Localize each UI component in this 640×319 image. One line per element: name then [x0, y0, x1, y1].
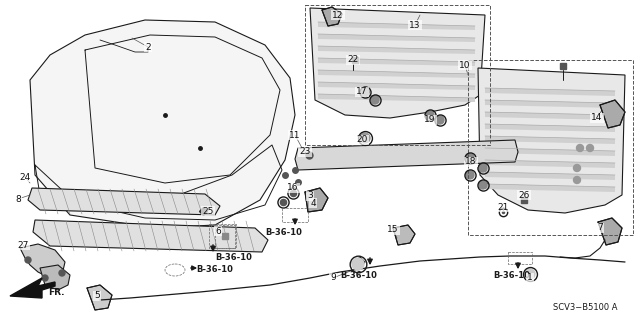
Polygon shape	[318, 70, 475, 78]
Polygon shape	[485, 88, 615, 96]
Polygon shape	[598, 218, 622, 245]
Polygon shape	[318, 58, 475, 66]
Circle shape	[361, 88, 369, 96]
Text: 1: 1	[527, 273, 533, 283]
Text: B-36-10: B-36-10	[493, 271, 530, 280]
Circle shape	[573, 176, 580, 183]
Circle shape	[466, 171, 474, 179]
Polygon shape	[305, 188, 328, 212]
Text: 26: 26	[518, 190, 530, 199]
Text: 7: 7	[597, 224, 603, 233]
Polygon shape	[318, 94, 475, 102]
Circle shape	[426, 111, 434, 119]
Text: 16: 16	[287, 183, 299, 192]
Circle shape	[586, 145, 593, 152]
Polygon shape	[318, 22, 475, 30]
Text: 25: 25	[202, 206, 214, 216]
Circle shape	[479, 164, 487, 172]
Polygon shape	[478, 68, 625, 213]
Polygon shape	[322, 7, 342, 26]
Circle shape	[59, 270, 65, 276]
Polygon shape	[33, 220, 268, 252]
Polygon shape	[295, 140, 518, 170]
Text: 12: 12	[332, 11, 344, 19]
Polygon shape	[485, 124, 615, 132]
Text: 6: 6	[215, 226, 221, 235]
Text: 8: 8	[15, 195, 21, 204]
Circle shape	[466, 154, 474, 162]
Text: SCV3−B5100 A: SCV3−B5100 A	[553, 303, 617, 313]
Circle shape	[577, 145, 584, 152]
Text: 24: 24	[19, 173, 31, 182]
Text: 20: 20	[356, 136, 368, 145]
Polygon shape	[318, 46, 475, 54]
Polygon shape	[485, 136, 615, 144]
Circle shape	[573, 165, 580, 172]
Polygon shape	[28, 188, 220, 215]
Text: 2: 2	[145, 42, 151, 51]
Circle shape	[25, 257, 31, 263]
Polygon shape	[87, 285, 112, 310]
Text: 13: 13	[409, 20, 420, 29]
Circle shape	[436, 116, 444, 124]
Polygon shape	[600, 100, 625, 128]
Text: B-36-10: B-36-10	[340, 271, 377, 280]
Text: 18: 18	[465, 158, 477, 167]
Text: 15: 15	[387, 226, 399, 234]
Text: 19: 19	[424, 115, 436, 124]
Text: 3: 3	[307, 191, 313, 201]
Polygon shape	[40, 265, 70, 290]
Text: B-36-10: B-36-10	[265, 228, 302, 237]
Text: 14: 14	[591, 114, 603, 122]
Text: 4: 4	[310, 198, 316, 207]
Polygon shape	[485, 172, 615, 180]
Text: 17: 17	[356, 87, 368, 97]
Text: 27: 27	[17, 241, 29, 249]
Polygon shape	[485, 148, 615, 156]
Text: 5: 5	[94, 292, 100, 300]
Polygon shape	[10, 278, 55, 298]
Text: 11: 11	[289, 130, 301, 139]
Polygon shape	[485, 100, 615, 108]
Polygon shape	[318, 82, 475, 90]
Polygon shape	[20, 244, 65, 278]
Circle shape	[479, 181, 487, 189]
Circle shape	[371, 96, 379, 104]
Text: B-36-10: B-36-10	[215, 253, 252, 262]
Circle shape	[42, 275, 48, 281]
Text: 22: 22	[348, 56, 358, 64]
Bar	[468, 60, 633, 235]
Polygon shape	[318, 34, 475, 42]
Bar	[305, 5, 490, 145]
Text: 10: 10	[460, 61, 471, 70]
Polygon shape	[30, 20, 295, 228]
Polygon shape	[310, 8, 485, 118]
Circle shape	[360, 133, 370, 143]
Polygon shape	[485, 160, 615, 168]
Text: 9: 9	[330, 273, 336, 283]
Circle shape	[352, 258, 364, 270]
Polygon shape	[393, 225, 415, 245]
Circle shape	[525, 269, 535, 279]
Polygon shape	[485, 184, 615, 192]
Text: 21: 21	[497, 203, 509, 211]
Text: FR.: FR.	[48, 288, 65, 297]
Text: B-36-10: B-36-10	[196, 265, 233, 274]
Text: 23: 23	[300, 147, 310, 157]
Polygon shape	[485, 112, 615, 120]
